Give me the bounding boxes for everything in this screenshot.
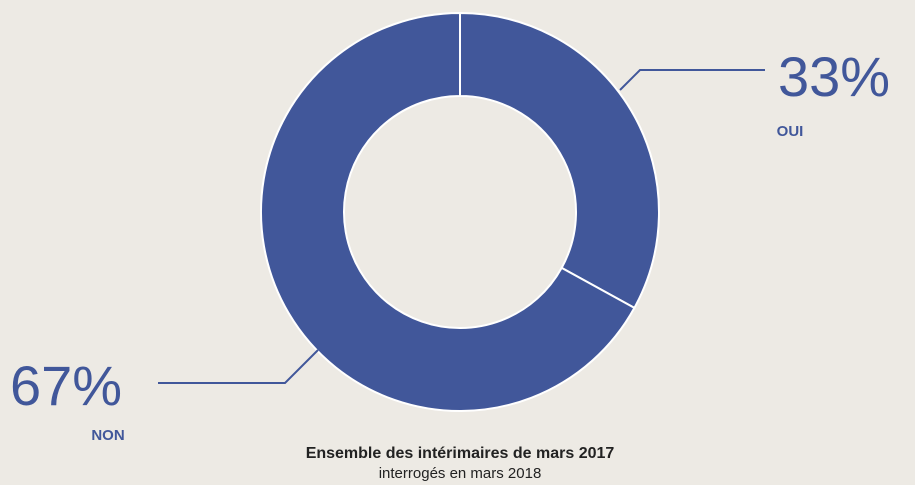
value-label: 33% bbox=[778, 45, 890, 108]
chart-subtitle: interrogés en mars 2018 bbox=[379, 465, 542, 482]
leader-line bbox=[158, 349, 319, 384]
category-label: OUI bbox=[777, 123, 804, 140]
donut-slice bbox=[459, 11, 660, 310]
category-label: NON bbox=[91, 427, 124, 444]
chart-title: Ensemble des intérimaires de mars 2017 bbox=[306, 445, 615, 462]
donut-slice bbox=[260, 11, 636, 412]
value-label: 67% bbox=[10, 354, 122, 417]
leader-line bbox=[619, 69, 765, 91]
